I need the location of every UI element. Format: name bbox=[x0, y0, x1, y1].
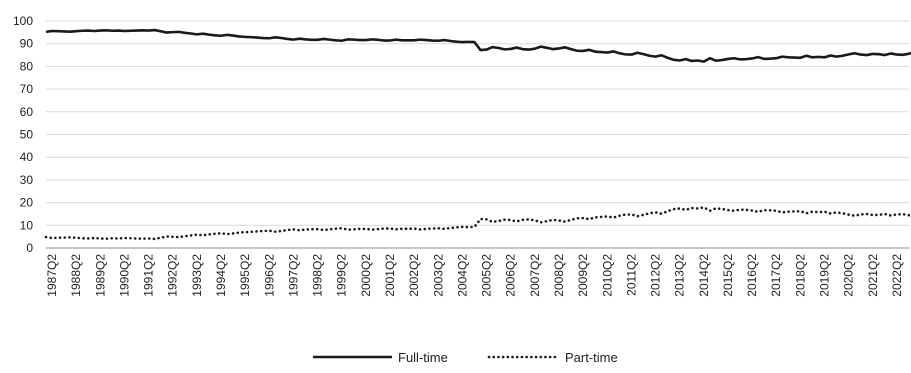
y-tick-label: 40 bbox=[20, 150, 34, 164]
x-tick-label: 1995Q2 bbox=[238, 254, 252, 297]
x-tick-label: 2016Q2 bbox=[745, 254, 759, 297]
x-tick-label: 2003Q2 bbox=[431, 254, 445, 297]
x-tick-label: 1990Q2 bbox=[117, 254, 131, 297]
legend: Full-time Part-time bbox=[313, 350, 618, 365]
x-tick-label: 2021Q2 bbox=[866, 254, 880, 297]
y-tick-label: 30 bbox=[20, 173, 34, 187]
y-tick-label: 60 bbox=[20, 105, 34, 119]
x-tick-label: 2000Q2 bbox=[359, 254, 373, 297]
x-tick-label: 2010Q2 bbox=[600, 254, 614, 297]
y-axis-tick-labels: 0 10 20 30 40 50 60 70 80 90 100 bbox=[13, 14, 33, 255]
x-tick-label: 1991Q2 bbox=[142, 254, 156, 297]
x-tick-label: 2017Q2 bbox=[769, 254, 783, 297]
x-tick-label: 1993Q2 bbox=[190, 254, 204, 297]
x-tick-label: 2015Q2 bbox=[721, 254, 735, 297]
y-tick-label: 100 bbox=[13, 14, 33, 28]
x-tick-label: 2020Q2 bbox=[842, 254, 856, 297]
x-tick-label: 2005Q2 bbox=[480, 254, 494, 297]
x-tick-label: 1994Q2 bbox=[214, 254, 228, 297]
y-tick-label: 0 bbox=[26, 241, 33, 255]
x-tick-label: 1988Q2 bbox=[69, 254, 83, 297]
legend-label-part-time: Part-time bbox=[565, 350, 618, 365]
legend-label-full-time: Full-time bbox=[398, 350, 448, 365]
series-line-part-time bbox=[44, 206, 911, 241]
x-tick-label: 2009Q2 bbox=[576, 254, 590, 297]
y-tick-label: 50 bbox=[20, 128, 34, 142]
x-tick-label: 1998Q2 bbox=[311, 254, 325, 297]
x-tick-label: 2004Q2 bbox=[455, 254, 469, 297]
x-tick-label: 2011Q2 bbox=[624, 254, 638, 296]
x-tick-label: 2013Q2 bbox=[673, 254, 687, 297]
x-tick-label: 2018Q2 bbox=[793, 254, 807, 297]
y-tick-label: 10 bbox=[20, 218, 34, 232]
x-tick-label: 1999Q2 bbox=[335, 254, 349, 297]
x-tick-label: 2006Q2 bbox=[504, 254, 518, 297]
x-tick-label: 2002Q2 bbox=[407, 254, 421, 297]
x-tick-label: 1996Q2 bbox=[262, 254, 276, 297]
x-tick-label: 1992Q2 bbox=[166, 254, 180, 297]
x-tick-label: 2014Q2 bbox=[697, 254, 711, 297]
x-tick-label: 2001Q2 bbox=[383, 254, 397, 297]
y-tick-label: 70 bbox=[20, 82, 34, 96]
x-tick-label: 2008Q2 bbox=[552, 254, 566, 297]
y-tick-label: 20 bbox=[20, 196, 34, 210]
gridlines bbox=[46, 20, 909, 226]
y-tick-label: 90 bbox=[20, 37, 34, 51]
x-tick-label: 1989Q2 bbox=[93, 254, 107, 297]
x-tick-label: 1987Q2 bbox=[45, 254, 59, 297]
y-tick-label: 80 bbox=[20, 59, 34, 73]
x-tick-label: 2007Q2 bbox=[528, 254, 542, 297]
x-tick-label: 2019Q2 bbox=[818, 254, 832, 297]
x-tick-label: 2022Q2 bbox=[890, 254, 904, 297]
x-axis-tick-labels: 1987Q2 1988Q2 1989Q2 1990Q2 1991Q2 1992Q2 1993… bbox=[45, 254, 904, 297]
series-line-full-time bbox=[45, 28, 911, 63]
x-tick-label: 2012Q2 bbox=[649, 254, 663, 297]
x-tick-label: 1997Q2 bbox=[286, 254, 300, 297]
series-layer bbox=[44, 28, 911, 241]
